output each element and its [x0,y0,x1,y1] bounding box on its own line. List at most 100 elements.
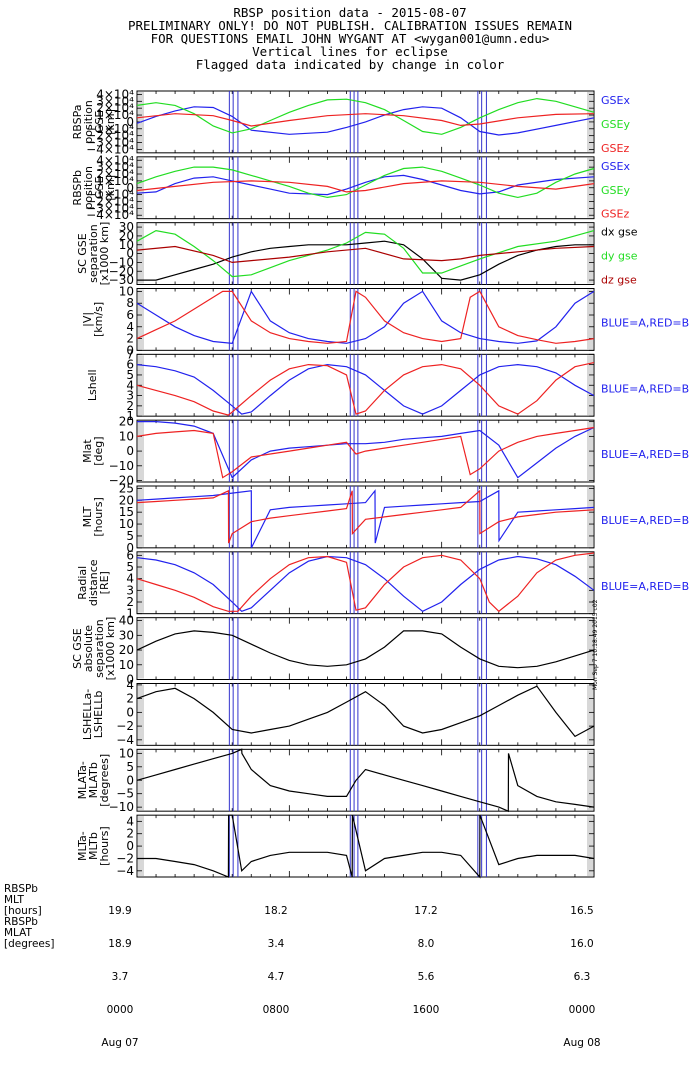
y-axis-label: [RE] [98,571,111,594]
panel-edge-shade [138,684,144,745]
series-line [136,362,595,416]
y-tick-label: 3×10⁴ [96,160,134,174]
y-tick-label: 1×10⁴ [96,174,134,188]
y-tick-label: 0 [126,115,134,129]
y-tick-label: 10 [119,238,134,252]
legend-label: BLUE=A,RED=B [601,382,689,395]
y-tick-label: 4×10⁴ [96,153,134,167]
title-line: RBSP position data - 2015-08-07 [233,5,467,20]
y-tick-label: 4 [126,678,134,692]
y-axis-label: [deg] [92,436,105,465]
y-axis-label: [km] [104,109,117,135]
y-tick-label: 10 [119,746,134,760]
title-line: PRELIMINARY ONLY! DO NOT PUBLISH. CALIBR… [127,18,572,33]
series-line [136,489,595,549]
y-tick-label: 0 [126,541,134,555]
y-axis-label: [km/s] [92,302,105,337]
legend-label: BLUE=A,RED=B [601,514,689,527]
y-tick-label: 7 [126,347,134,361]
y-axis-label: MLATa- [76,761,89,799]
y-tick-label: 1 [126,607,134,621]
y-tick-label: −2 [116,851,134,865]
y-tick-label: 3 [126,389,134,403]
footer-value: 6.3 [573,971,591,983]
series-line [136,229,595,278]
footer-column: 16.5 16.0 6.3 0000 Aug 08 [562,884,602,1071]
series-line [136,290,595,344]
y-axis-label: MLTa- [76,831,89,861]
y-tick-label: −2×10⁴ [86,194,134,208]
y-tick-label: −10 [109,255,134,269]
y-axis-label: MLT [81,506,94,527]
legend-label: dy gse [601,250,638,263]
y-tick-label: 0 [126,181,134,195]
y-tick-label: 5 [126,760,134,774]
y-tick-label: 5 [126,529,134,543]
footer-value: 4.7 [267,971,285,983]
footer-value: 17.2 [414,905,438,917]
y-axis-label: Lshell [86,369,99,401]
legend-label: dx gse [601,226,638,239]
y-tick-label: −10 [109,459,134,473]
y-tick-label: 2 [126,595,134,609]
y-tick-label: 2×10⁴ [96,101,134,115]
y-axis-label: position [82,166,95,210]
y-axis-label: RBSPb [71,170,84,206]
y-tick-label: −30 [109,273,134,287]
y-tick-label: 2 [126,827,134,841]
series-line [136,174,595,196]
y-tick-label: −1×10⁴ [86,188,134,202]
y-axis-label: [hours] [98,826,111,866]
y-tick-label: 3×10⁴ [96,94,134,108]
y-tick-label: 5 [126,368,134,382]
y-tick-label: −4×10⁴ [86,208,134,222]
series-line [136,630,595,669]
panel-edge-shade [587,684,593,745]
legend-label: GSEx [601,160,630,173]
series-line [136,166,595,199]
y-axis-label: GSE [93,111,106,134]
y-axis-label: [x1000 km] [104,617,117,681]
y-axis-label: RBSPa [71,104,84,139]
footer-value: 16.5 [570,905,594,917]
panel-frame [136,683,595,746]
footer-value: 3.4 [267,938,285,950]
series-line [136,426,595,479]
y-axis-label: separation [93,619,106,678]
footer-label: [hours] [4,905,42,917]
chart-title: RBSP position data - 2015-08-07 PRELIMIN… [0,6,700,71]
y-tick-label: −3×10⁴ [86,136,134,150]
series-line [137,421,595,479]
footer-value: 18.9 [108,938,132,950]
y-tick-label: 6 [126,358,134,372]
legend-label: GSEy [601,118,630,131]
y-tick-label: 8 [126,296,134,310]
footer-value: 0000 [106,1004,134,1016]
series-line [136,555,595,613]
panel-frame [136,617,595,681]
y-tick-label: −4 [116,733,134,747]
panel-edge-shade [587,552,593,613]
y-axis-label: separation [87,224,100,283]
panel-edge-shade [587,289,593,350]
y-tick-label: −1×10⁴ [86,122,134,136]
y-axis-label: [degrees] [98,754,111,807]
y-tick-label: −5 [116,787,134,801]
y-tick-label: 0 [126,705,134,719]
y-tick-label: 4 [126,572,134,586]
series-line [136,489,595,544]
y-tick-label: 6 [126,548,134,562]
y-axis-label: [x1000 km] [98,222,111,286]
y-tick-label: 4×10⁴ [96,87,134,101]
stacked-panel-figure: −4×10⁴−3×10⁴−2×10⁴−1×10⁴01×10⁴2×10⁴3×10⁴… [71,87,689,879]
y-tick-label: 0 [126,773,134,787]
footer-label: MLAT [4,927,32,939]
panel-edge-shade [138,552,144,613]
y-tick-label: 25 [119,481,134,495]
y-tick-label: 4 [126,814,134,828]
y-tick-label: 40 [119,614,134,628]
y-axis-label: absolute [82,625,95,673]
y-tick-label: 6 [126,308,134,322]
legend-label: GSEz [601,208,629,221]
legend-label: dz gse [601,274,637,287]
